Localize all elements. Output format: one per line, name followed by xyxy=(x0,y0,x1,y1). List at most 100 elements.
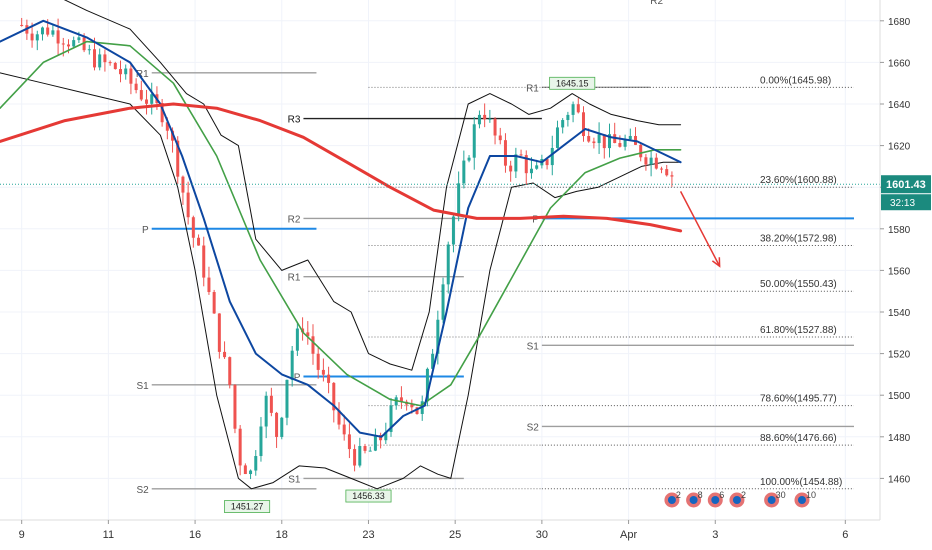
event-marker-label: 2 xyxy=(676,490,681,500)
current-price-badge xyxy=(881,175,931,194)
candle-body xyxy=(56,30,60,44)
pivot-label: P xyxy=(142,225,149,236)
candle-body xyxy=(202,245,206,278)
candle-body xyxy=(514,154,518,172)
price-tick-label: 1500 xyxy=(888,391,911,402)
candle-body xyxy=(249,470,253,475)
event-flag-inner xyxy=(711,496,720,504)
candle-body xyxy=(503,140,507,166)
candle-body xyxy=(410,404,414,408)
candle-body xyxy=(550,147,554,166)
price-tick-label: 1460 xyxy=(888,474,911,485)
candle-body xyxy=(259,426,263,457)
candle-body xyxy=(488,118,492,120)
candle-body xyxy=(254,456,258,471)
price-tick-label: 1580 xyxy=(888,225,911,236)
candle-body xyxy=(160,103,164,123)
candle-body xyxy=(561,120,565,128)
candle-body xyxy=(545,159,549,166)
candle-body xyxy=(186,192,190,218)
candle-body xyxy=(93,49,97,68)
candle-body xyxy=(316,353,320,370)
candle-body xyxy=(555,127,559,148)
candle-body xyxy=(472,124,476,158)
candle-body xyxy=(363,446,367,451)
time-tick-label: 3 xyxy=(712,529,718,541)
candle-body xyxy=(477,114,481,125)
event-flag-inner xyxy=(732,496,741,504)
candle-body xyxy=(571,104,575,115)
pivot-label: S2 xyxy=(136,485,149,496)
ma-green xyxy=(0,40,682,407)
time-tick-label: 11 xyxy=(103,529,114,541)
bollinger-upper xyxy=(63,0,682,371)
candle-body xyxy=(238,428,242,466)
candle-body xyxy=(358,446,362,466)
candle-body xyxy=(119,69,123,75)
price-tick-label: 1560 xyxy=(888,266,911,277)
fib-label: 38.20%(1572.98) xyxy=(760,233,837,244)
price-tick-label: 1660 xyxy=(888,58,911,69)
time-tick-label: Apr xyxy=(620,529,637,541)
candle-body xyxy=(467,157,471,161)
candle-body xyxy=(233,384,237,429)
bollinger-bands xyxy=(0,0,682,490)
candle-body xyxy=(649,157,653,165)
candle-body xyxy=(150,94,154,104)
time-tick-label: 25 xyxy=(449,529,461,541)
pivot-label: R1 xyxy=(136,69,149,80)
event-marker-label: 2 xyxy=(741,490,746,500)
candle-body xyxy=(332,382,336,411)
ma-red xyxy=(0,102,683,233)
candle-body xyxy=(139,90,143,100)
candle-body xyxy=(77,37,81,41)
pivot-label: S1 xyxy=(136,381,149,392)
candle-body xyxy=(269,395,273,413)
pivot-label: P xyxy=(294,372,301,383)
candle-body xyxy=(670,175,674,177)
candle-body xyxy=(82,37,86,51)
time-tick-label: 16 xyxy=(189,529,201,541)
forecast-arrow-line xyxy=(679,191,721,267)
candle-body xyxy=(618,143,622,147)
candle-body xyxy=(280,417,284,437)
candle-body xyxy=(124,68,128,75)
countdown-badge xyxy=(881,194,931,211)
fib-label: 50.00%(1550.43) xyxy=(760,279,837,290)
price-tick-label: 1480 xyxy=(888,433,911,444)
candle-body xyxy=(295,328,299,351)
time-axis[interactable]: 9 11 16 18 23 25 30 Apr 3 6 xyxy=(0,519,880,541)
candle-body xyxy=(509,165,513,172)
price-tick-label: 1540 xyxy=(888,308,911,319)
candle-body xyxy=(493,118,497,136)
candle-body xyxy=(415,407,419,414)
fib-label: 0.00%(1645.98) xyxy=(760,75,831,86)
fib-label: 88.60%(1476.66) xyxy=(760,433,837,444)
event-markers[interactable]: 2 8 6 2 30 10 xyxy=(663,490,816,509)
bollinger-lower xyxy=(0,72,682,490)
moving-averages xyxy=(0,19,683,438)
candle-body xyxy=(446,244,450,285)
event-flag-inner xyxy=(797,496,806,504)
candle-body xyxy=(113,62,117,70)
pivot-label: R3 xyxy=(288,115,301,126)
price-axis[interactable]: 1460148015001520154015601580160016201640… xyxy=(879,0,931,520)
candle-body xyxy=(103,54,107,63)
candle-body xyxy=(399,397,403,402)
candle-body xyxy=(243,465,247,475)
candle-body xyxy=(327,374,331,383)
candle-body xyxy=(597,134,601,144)
candle-body xyxy=(145,99,149,104)
candle-body xyxy=(607,134,611,149)
candle-body xyxy=(129,68,133,84)
candle-body xyxy=(87,49,91,51)
candle-body xyxy=(342,424,346,435)
price-tick-label: 1620 xyxy=(888,142,911,153)
pivot-label: R1 xyxy=(288,273,301,284)
candle-body xyxy=(337,410,341,425)
time-tick-label: 18 xyxy=(276,529,288,541)
candle-body xyxy=(623,139,627,147)
candle-body xyxy=(644,157,648,165)
annotation-box xyxy=(224,500,271,513)
